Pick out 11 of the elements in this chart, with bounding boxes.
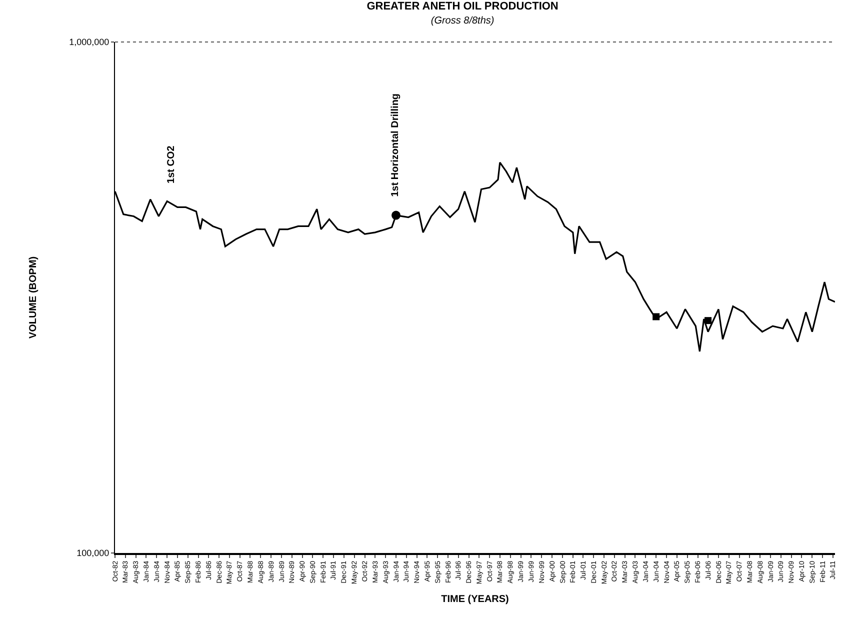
y-tick-label: 1,000,000: [69, 37, 110, 48]
y-axis-title: VOLUME (BOPM): [28, 256, 40, 339]
chart-title: GREATER ANETH OIL PRODUCTION: [366, 0, 558, 12]
point: [704, 317, 712, 324]
y-tick-label: 100,000: [76, 548, 110, 558]
point: [392, 210, 400, 220]
annotation: 1st Horizontal Drilling: [390, 93, 402, 197]
chart-subtitle: (Gross 8/8ths): [430, 16, 494, 27]
x-axis-title: TIME (YEARS): [441, 594, 509, 606]
annotation: 1st CO2: [166, 145, 178, 184]
point: [652, 313, 660, 320]
